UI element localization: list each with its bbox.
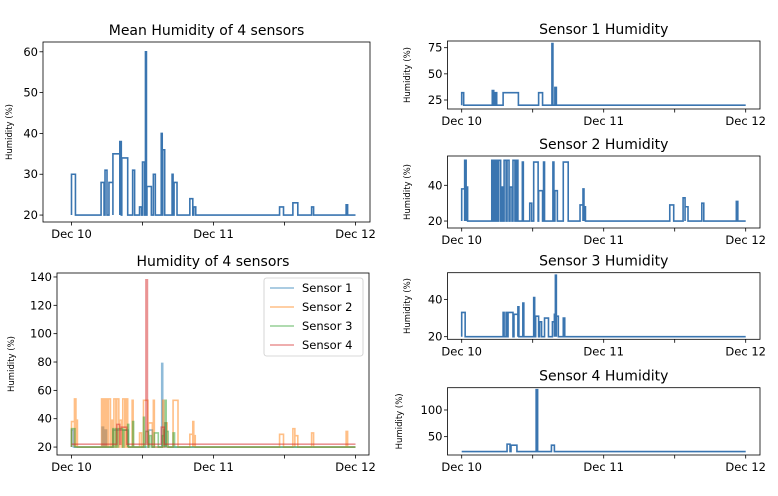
subplot-title: Mean Humidity of 4 sensors bbox=[109, 23, 305, 39]
y-tick-label: 60 bbox=[37, 383, 52, 397]
y-tick-label: 40 bbox=[428, 178, 443, 192]
legend: Sensor 1 Sensor 2 Sensor 3 Sensor 4 bbox=[263, 277, 364, 357]
y-axis-label: Humidity (%) bbox=[403, 278, 413, 334]
y-tick-label: 20 bbox=[23, 208, 38, 222]
y-tick-label: 100 bbox=[421, 403, 443, 417]
y-tick-label: 50 bbox=[428, 430, 443, 444]
subplot-title: Humidity of 4 sensors bbox=[137, 254, 290, 270]
y-tick-label: 20 bbox=[37, 440, 52, 454]
x-tick-label: Dec 11 bbox=[193, 460, 234, 474]
y-tick-label: 140 bbox=[30, 270, 52, 284]
series-line bbox=[460, 42, 746, 107]
subplot-title: Sensor 1 Humidity bbox=[539, 22, 668, 38]
x-tick-label: Dec 10 bbox=[441, 460, 482, 474]
axes-frame bbox=[447, 387, 761, 456]
subplot-s4: Dec 10 Dec 11 Dec 12 50 100 Sensor 4 Humidity… bbox=[395, 369, 766, 474]
legend-label: Sensor 4 bbox=[302, 338, 352, 352]
y-tick-label: 20 bbox=[428, 330, 443, 344]
subplot-title: Sensor 2 Humidity bbox=[539, 137, 668, 153]
legend-label: Sensor 3 bbox=[302, 319, 352, 333]
y-axis-label: Humidity (%) bbox=[403, 47, 413, 103]
subplot-title: Sensor 4 Humidity bbox=[539, 369, 668, 385]
x-tick-label: Dec 11 bbox=[583, 344, 624, 358]
legend-label: Sensor 2 bbox=[302, 300, 352, 314]
y-tick-label: 20 bbox=[428, 214, 443, 228]
subplot-s1: Dec 10 Dec 11 Dec 12 25 50 75 Sensor 1 Humidit… bbox=[403, 22, 766, 128]
series-line bbox=[460, 274, 746, 338]
subplot-mean: Dec 10 Dec 11 Dec 12 20 30 40 50 60 Mean Humidit… bbox=[5, 23, 376, 241]
axes-frame bbox=[56, 272, 370, 456]
subplot-combined: Dec 10 Dec 11 Dec 12 20 40 60 80 100 120 140 Humid… bbox=[7, 254, 376, 474]
x-tick-label: Dec 12 bbox=[725, 460, 766, 474]
x-tick-label: Dec 11 bbox=[583, 233, 624, 247]
x-tick-label: Dec 11 bbox=[583, 460, 624, 474]
series-line-sensor-4 bbox=[71, 279, 356, 446]
y-tick-label: 80 bbox=[37, 355, 52, 369]
y-tick-label: 40 bbox=[37, 412, 52, 426]
series-line bbox=[460, 159, 746, 222]
y-tick-label: 75 bbox=[428, 41, 443, 55]
y-tick-label: 50 bbox=[23, 86, 38, 100]
subplot-title: Sensor 3 Humidity bbox=[539, 254, 668, 270]
series-line bbox=[461, 388, 746, 453]
subplot-s2: Dec 10 Dec 11 Dec 12 20 40 Sensor 2 Humidity H… bbox=[403, 137, 766, 247]
axes-frame bbox=[447, 272, 761, 340]
x-tick-label: Dec 11 bbox=[193, 227, 234, 241]
axes-frame bbox=[42, 41, 371, 223]
y-tick-label: 40 bbox=[23, 126, 38, 140]
series-line bbox=[70, 50, 356, 216]
y-tick-label: 40 bbox=[428, 292, 443, 306]
series-line-sensor-2 bbox=[70, 398, 356, 448]
y-tick-label: 60 bbox=[23, 45, 38, 59]
x-tick-label: Dec 12 bbox=[725, 114, 766, 128]
x-tick-label: Dec 11 bbox=[583, 114, 624, 128]
y-axis-label: Humidity (%) bbox=[403, 164, 413, 220]
x-tick-label: Dec 12 bbox=[335, 227, 376, 241]
x-tick-label: Dec 12 bbox=[725, 344, 766, 358]
x-tick-label: Dec 12 bbox=[725, 233, 766, 247]
x-tick-label: Dec 10 bbox=[51, 227, 92, 241]
y-axis-label: Humidity (%) bbox=[395, 393, 405, 449]
x-tick-label: Dec 10 bbox=[441, 344, 482, 358]
legend-label: Sensor 1 bbox=[302, 281, 352, 295]
y-tick-label: 100 bbox=[30, 327, 52, 341]
legend-box bbox=[263, 277, 364, 357]
y-axis-label: Humidity (%) bbox=[5, 104, 15, 160]
x-tick-label: Dec 10 bbox=[441, 114, 482, 128]
subplot-s3: Dec 10 Dec 11 Dec 12 20 40 Sensor 3 Humidity H… bbox=[403, 254, 766, 359]
y-tick-label: 120 bbox=[30, 298, 52, 312]
y-axis-label: Humidity (%) bbox=[7, 336, 17, 392]
x-tick-label: Dec 10 bbox=[51, 460, 92, 474]
x-tick-label: Dec 12 bbox=[335, 460, 376, 474]
y-tick-label: 25 bbox=[428, 93, 443, 107]
x-tick-label: Dec 10 bbox=[441, 233, 482, 247]
y-tick-label: 30 bbox=[23, 167, 38, 181]
y-tick-label: 50 bbox=[428, 67, 443, 81]
